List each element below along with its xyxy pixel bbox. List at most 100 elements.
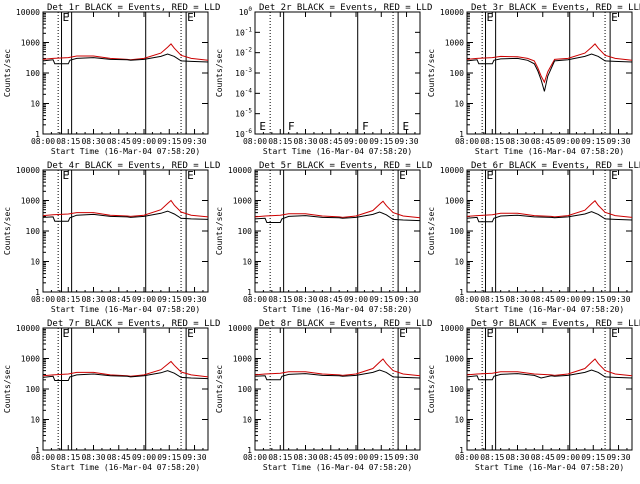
x-tick-label: 08:00	[455, 295, 479, 304]
x-tick-label: 09:15	[157, 453, 181, 462]
x-tick-label: 08:00	[243, 453, 267, 462]
series-events-line	[466, 369, 633, 381]
series-events-line	[254, 369, 421, 381]
y-tick-label: 10	[454, 100, 464, 109]
panel-det-4: Det 4r BLACK = Events, RED = LLD 08:00 08:…	[3, 161, 220, 314]
y-tick-label: 10-4	[235, 87, 252, 98]
y-tick-label: 100	[238, 227, 253, 236]
y-tick-label: 10000	[440, 166, 464, 175]
panel-title: Det 3r BLACK = Events, RED = LLD	[471, 3, 640, 13]
y-tick-label: 1	[459, 288, 464, 297]
x-tick-label: 08:45	[531, 295, 555, 304]
panel-title: Det 2r BLACK = Events, RED = LLD	[259, 3, 432, 13]
series-events-line	[42, 370, 209, 381]
x-tick-label: 09:00	[132, 295, 156, 304]
plot-frame	[466, 169, 633, 293]
x-tick-label: 08:00	[243, 137, 267, 146]
x-axis-label: Start Time (16-Mar-04 07:58:20)	[51, 463, 200, 472]
event-marker-e: E	[187, 327, 194, 340]
y-tick-label: 100	[26, 69, 41, 78]
y-tick-label: 1	[459, 446, 464, 455]
y-tick-label: 10	[30, 258, 40, 267]
x-tick-label: 09:15	[369, 137, 393, 146]
series-events-line	[42, 53, 209, 65]
y-tick-label: 10	[454, 416, 464, 425]
y-tick-label: 10-5	[235, 108, 252, 119]
x-axis-label: Start Time (16-Mar-04 07:58:20)	[51, 305, 200, 314]
x-tick-label: 08:45	[319, 453, 343, 462]
x-tick-label: 08:30	[505, 137, 529, 146]
x-tick-label: 08:00	[31, 295, 55, 304]
series-lld-line	[466, 358, 633, 377]
series-lld-line	[42, 360, 209, 378]
x-tick-label: 09:15	[369, 453, 393, 462]
y-tick-label: 1000	[445, 197, 464, 206]
panel-det-2: Det 2r BLACK = Events, RED = LLD 08:00 08:…	[215, 3, 432, 156]
x-tick-label: 09:15	[369, 295, 393, 304]
y-tick-label: 10	[30, 416, 40, 425]
event-marker-e: E	[487, 327, 494, 340]
x-tick-label: 09:00	[344, 453, 368, 462]
panel-title: Det 6r BLACK = Events, RED = LLD	[471, 161, 640, 171]
y-tick-label: 1000	[445, 355, 464, 364]
y-axis-label: Counts/sec	[427, 49, 436, 97]
x-tick-label: 08:30	[293, 295, 317, 304]
y-tick-label: 10-6	[235, 128, 252, 139]
x-tick-label: 08:30	[81, 137, 105, 146]
x-tick-label: 09:00	[344, 295, 368, 304]
x-tick-label: 08:45	[107, 453, 131, 462]
x-tick-label: 08:00	[31, 453, 55, 462]
x-tick-label: 09:30	[394, 137, 418, 146]
x-tick-label: 09:00	[132, 453, 156, 462]
series-events-line	[42, 210, 209, 222]
event-marker-e: E	[399, 327, 406, 340]
event-marker-e: E	[63, 169, 70, 182]
y-axis-label: Counts/sec	[3, 207, 12, 255]
series-events-line	[466, 211, 633, 223]
panel-title: Det 4r BLACK = Events, RED = LLD	[47, 161, 220, 171]
y-tick-label: 10000	[16, 8, 40, 17]
y-axis-label: Counts/sec	[215, 49, 224, 97]
x-axis-label: Start Time (16-Mar-04 07:58:20)	[51, 147, 200, 156]
x-axis-label: Start Time (16-Mar-04 07:58:20)	[263, 463, 412, 472]
x-tick-label: 08:15	[480, 295, 504, 304]
x-tick-label: 08:15	[56, 137, 80, 146]
y-tick-label: 1	[35, 288, 40, 297]
x-tick-label: 08:30	[505, 295, 529, 304]
x-tick-label: 09:30	[182, 453, 206, 462]
x-tick-label: 09:00	[556, 295, 580, 304]
event-marker-e: E	[187, 169, 194, 182]
y-tick-label: 100	[450, 227, 465, 236]
y-tick-label: 100	[26, 385, 41, 394]
x-tick-label: 09:30	[606, 295, 630, 304]
y-tick-label: 10	[30, 100, 40, 109]
series-lld-line	[466, 200, 633, 218]
event-marker-e: E	[487, 11, 494, 24]
x-tick-label: 09:15	[581, 453, 605, 462]
x-tick-label: 08:45	[107, 295, 131, 304]
x-tick-label: 08:00	[31, 137, 55, 146]
x-tick-label: 09:30	[394, 295, 418, 304]
y-tick-label: 1000	[21, 197, 40, 206]
x-tick-label: 08:45	[319, 137, 343, 146]
y-axis-label: Counts/sec	[215, 207, 224, 255]
x-tick-label: 08:15	[56, 453, 80, 462]
series-events-line	[466, 53, 633, 92]
y-tick-label: 1	[247, 288, 252, 297]
y-tick-label: 1	[247, 446, 252, 455]
x-tick-label: 09:30	[606, 137, 630, 146]
x-tick-label: 09:00	[556, 453, 580, 462]
y-tick-label: 10-1	[235, 26, 252, 37]
y-tick-label: 10	[454, 258, 464, 267]
x-tick-label: 08:00	[455, 453, 479, 462]
event-marker-f: F	[288, 120, 295, 133]
plot-frame	[254, 327, 421, 451]
y-axis-label: Counts/sec	[427, 207, 436, 255]
